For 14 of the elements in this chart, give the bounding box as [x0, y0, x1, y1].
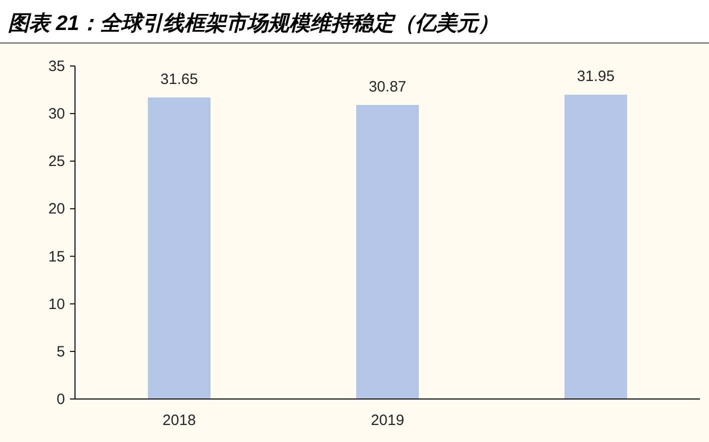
x-tick-label: 2019 — [370, 412, 404, 429]
y-tick-label: 15 — [48, 248, 65, 266]
y-tick-label: 20 — [48, 200, 65, 218]
data-label: 31.65 — [160, 70, 198, 88]
y-tick-label: 25 — [48, 153, 65, 170]
chart-title: 图表 21：全球引线框架市场规模维持稳定（亿美元） — [8, 11, 500, 35]
y-tick-label: 30 — [48, 106, 65, 123]
x-tick-label: 2018 — [162, 412, 196, 429]
y-tick-label: 35 — [48, 58, 65, 75]
data-label: 31.95 — [577, 68, 615, 86]
y-tick-label: 5 — [56, 343, 65, 360]
y-tick-label: 0 — [56, 391, 65, 408]
y-tick-label: 10 — [48, 296, 65, 313]
data-label: 30.87 — [368, 78, 406, 96]
